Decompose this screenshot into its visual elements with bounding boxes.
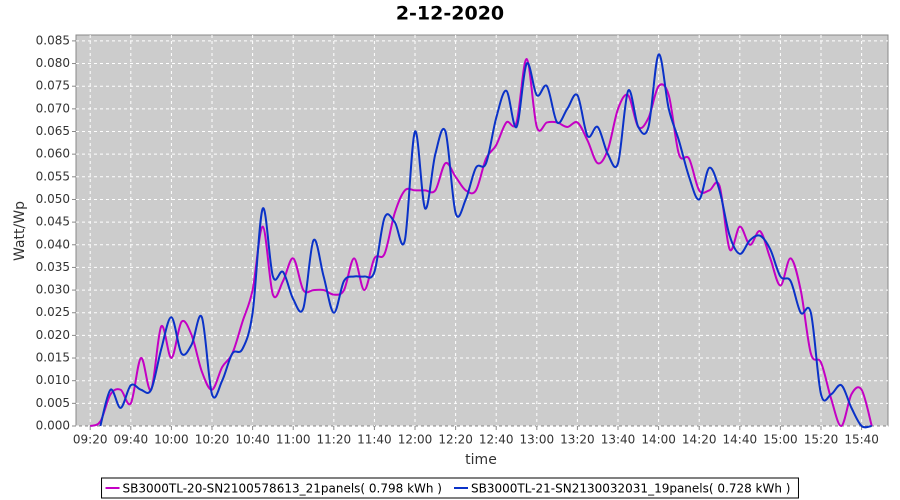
x-tick-label: 12:40 (479, 433, 514, 447)
x-axis-label: time (465, 452, 497, 468)
y-tick-label: 0.080 (36, 56, 70, 70)
y-tick-label: 0.005 (36, 396, 70, 410)
x-tick-label: 11:20 (317, 433, 352, 447)
legend-label: SB3000TL-21-SN2130032031_19panels( 0.728… (471, 482, 790, 496)
y-tick-label: 0.000 (36, 419, 70, 433)
x-tick-label: 11:40 (357, 433, 392, 447)
y-tick-label: 0.045 (36, 215, 70, 229)
plot-area (75, 34, 889, 427)
x-tick-label: 13:20 (560, 433, 595, 447)
y-tick-label: 0.085 (36, 33, 70, 47)
x-tick-label: 14:40 (723, 433, 758, 447)
x-tick-label: 14:20 (682, 433, 717, 447)
y-tick-label: 0.015 (36, 351, 70, 365)
x-tick-label: 15:40 (844, 433, 879, 447)
y-tick-label: 0.025 (36, 305, 70, 319)
legend-box (101, 477, 799, 499)
chart-title: 2-12-2020 (396, 3, 504, 25)
x-tick-label: 15:20 (804, 433, 839, 447)
x-tick-label: 10:20 (195, 433, 230, 447)
x-tick-label: 10:00 (154, 433, 189, 447)
x-tick-label: 12:00 (398, 433, 433, 447)
x-tick-label: 09:20 (73, 433, 108, 447)
legend-label: SB3000TL-20-SN2100578613_21panels( 0.798… (123, 482, 442, 496)
y-tick-label: 0.065 (36, 124, 70, 138)
x-tick-label: 13:40 (601, 433, 636, 447)
series-line (89, 58, 873, 427)
x-tick-label: 15:00 (763, 433, 798, 447)
x-tick-label: 09:40 (114, 433, 149, 447)
series-line (99, 53, 872, 429)
x-tick-label: 11:00 (276, 433, 311, 447)
legend: SB3000TL-20-SN2100578613_21panels( 0.798… (101, 477, 799, 499)
x-tick-label: 10:40 (235, 433, 270, 447)
x-tick-label: 13:00 (520, 433, 555, 447)
x-tick-label: 12:20 (438, 433, 473, 447)
y-axis-label: Watt/Wp (12, 201, 28, 261)
y-tick-label: 0.020 (36, 328, 70, 342)
x-tick-label: 14:00 (641, 433, 676, 447)
y-tick-label: 0.050 (36, 192, 70, 206)
y-tick-label: 0.075 (36, 79, 70, 93)
y-tick-label: 0.070 (36, 101, 70, 115)
y-tick-label: 0.055 (36, 169, 70, 183)
y-tick-label: 0.010 (36, 373, 70, 387)
y-tick-label: 0.035 (36, 260, 70, 274)
y-tick-label: 0.060 (36, 147, 70, 161)
y-tick-label: 0.040 (36, 237, 70, 251)
y-tick-label: 0.030 (36, 283, 70, 297)
